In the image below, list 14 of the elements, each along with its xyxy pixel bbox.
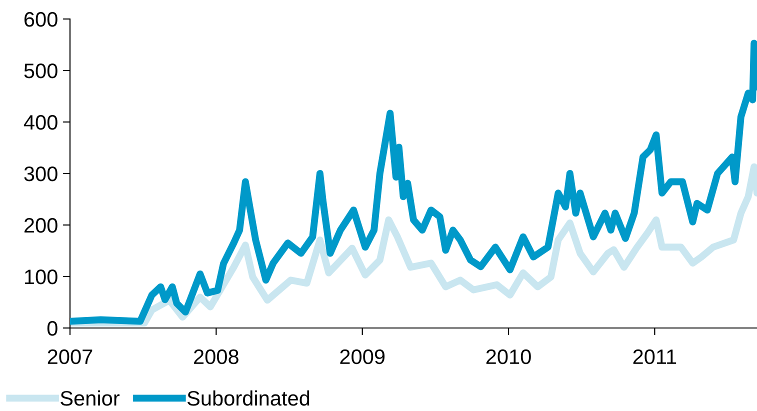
x-tick-label: 2009: [340, 349, 385, 364]
x-tick-label: 2008: [194, 349, 238, 364]
x-tick-label: 2010: [486, 349, 531, 364]
y-tick-label: 100: [25, 270, 58, 284]
y-tick-label: 0: [47, 321, 58, 336]
y-tick-label: 400: [24, 115, 58, 130]
x-tick-label: 2007: [48, 349, 92, 364]
legend-label: Subordinated: [187, 390, 310, 406]
legend-label: Senior: [60, 390, 120, 406]
y-tick-label: 300: [24, 166, 58, 182]
y-tick-label: 600: [24, 12, 58, 27]
y-tick-label: 200: [24, 218, 58, 233]
y-tick-label: 500: [24, 64, 58, 78]
x-tick-label: 2011: [633, 349, 676, 364]
